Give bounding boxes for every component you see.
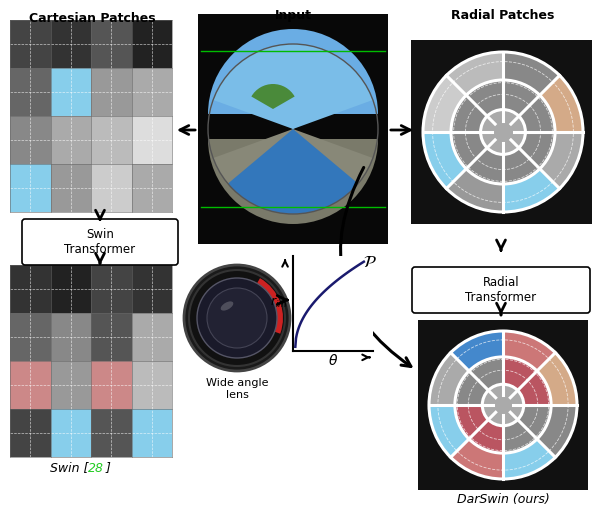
Text: Wide angle
lens: Wide angle lens	[206, 378, 268, 399]
Circle shape	[189, 270, 285, 366]
Circle shape	[207, 288, 267, 348]
Bar	[50, 20, 91, 68]
Circle shape	[481, 110, 526, 155]
Bar	[10, 20, 172, 212]
Bar	[91, 361, 131, 409]
Bar	[50, 409, 91, 457]
Wedge shape	[228, 129, 358, 214]
Text: Radial
Transformer: Radial Transformer	[465, 276, 536, 304]
Circle shape	[455, 357, 551, 453]
Circle shape	[451, 80, 555, 184]
Bar	[10, 361, 50, 409]
FancyBboxPatch shape	[412, 267, 590, 313]
Bar	[131, 164, 172, 212]
Wedge shape	[503, 439, 555, 479]
Bar	[10, 164, 50, 212]
Wedge shape	[540, 132, 583, 188]
Bar	[50, 361, 91, 409]
Wedge shape	[423, 132, 466, 188]
Bar	[131, 361, 172, 409]
Wedge shape	[503, 331, 555, 371]
Text: Radial Patches: Radial Patches	[451, 9, 555, 22]
Wedge shape	[451, 439, 503, 479]
Bar	[198, 14, 388, 244]
Bar	[50, 164, 91, 212]
Wedge shape	[455, 405, 503, 439]
Wedge shape	[503, 371, 551, 405]
Text: $\mathcal{P}$: $\mathcal{P}$	[363, 253, 377, 271]
Wedge shape	[208, 139, 378, 224]
Wedge shape	[220, 44, 366, 129]
Circle shape	[184, 265, 290, 371]
Bar	[131, 116, 172, 164]
Wedge shape	[503, 357, 537, 405]
Text: 28: 28	[88, 461, 104, 475]
Wedge shape	[429, 353, 469, 405]
Wedge shape	[208, 29, 378, 114]
Text: DarSwin (ours): DarSwin (ours)	[456, 494, 549, 506]
Text: Input: Input	[275, 9, 311, 22]
Bar	[10, 116, 50, 164]
Wedge shape	[503, 52, 559, 95]
Wedge shape	[537, 405, 577, 457]
Bar	[50, 68, 91, 116]
Wedge shape	[540, 75, 583, 132]
Bar	[10, 409, 50, 457]
Bar	[91, 265, 131, 313]
Bar	[131, 20, 172, 68]
Wedge shape	[429, 405, 469, 457]
Wedge shape	[503, 169, 559, 212]
Bar	[91, 313, 131, 361]
Bar	[10, 265, 172, 457]
Bar	[131, 68, 172, 116]
Wedge shape	[537, 353, 577, 405]
Text: Swin [: Swin [	[50, 461, 88, 475]
Wedge shape	[237, 278, 283, 334]
Wedge shape	[213, 129, 373, 214]
Wedge shape	[252, 84, 295, 109]
Y-axis label: $r_{im}$: $r_{im}$	[271, 296, 288, 310]
Bar	[91, 116, 131, 164]
Text: ]: ]	[105, 461, 110, 475]
Bar	[91, 164, 131, 212]
Bar	[10, 265, 50, 313]
Bar	[10, 20, 50, 68]
FancyBboxPatch shape	[22, 219, 178, 265]
Wedge shape	[451, 331, 503, 371]
Bar	[50, 265, 91, 313]
Text: Swin
Transformer: Swin Transformer	[65, 228, 136, 256]
Bar	[131, 409, 172, 457]
Bar	[131, 265, 172, 313]
Bar	[10, 68, 50, 116]
Wedge shape	[213, 44, 373, 129]
Bar	[50, 116, 91, 164]
Wedge shape	[446, 52, 503, 95]
Bar	[50, 313, 91, 361]
Bar	[411, 40, 592, 224]
Bar	[418, 320, 588, 490]
Bar	[91, 409, 131, 457]
Circle shape	[482, 385, 524, 425]
Wedge shape	[423, 75, 466, 132]
Ellipse shape	[221, 302, 233, 311]
Wedge shape	[469, 405, 503, 453]
Circle shape	[197, 278, 277, 358]
X-axis label: $\theta$: $\theta$	[328, 353, 338, 369]
Bar	[91, 20, 131, 68]
Text: Cartesian Patches: Cartesian Patches	[28, 12, 155, 25]
Bar	[131, 313, 172, 361]
Bar	[91, 68, 131, 116]
Bar	[10, 313, 50, 361]
Wedge shape	[446, 169, 503, 212]
